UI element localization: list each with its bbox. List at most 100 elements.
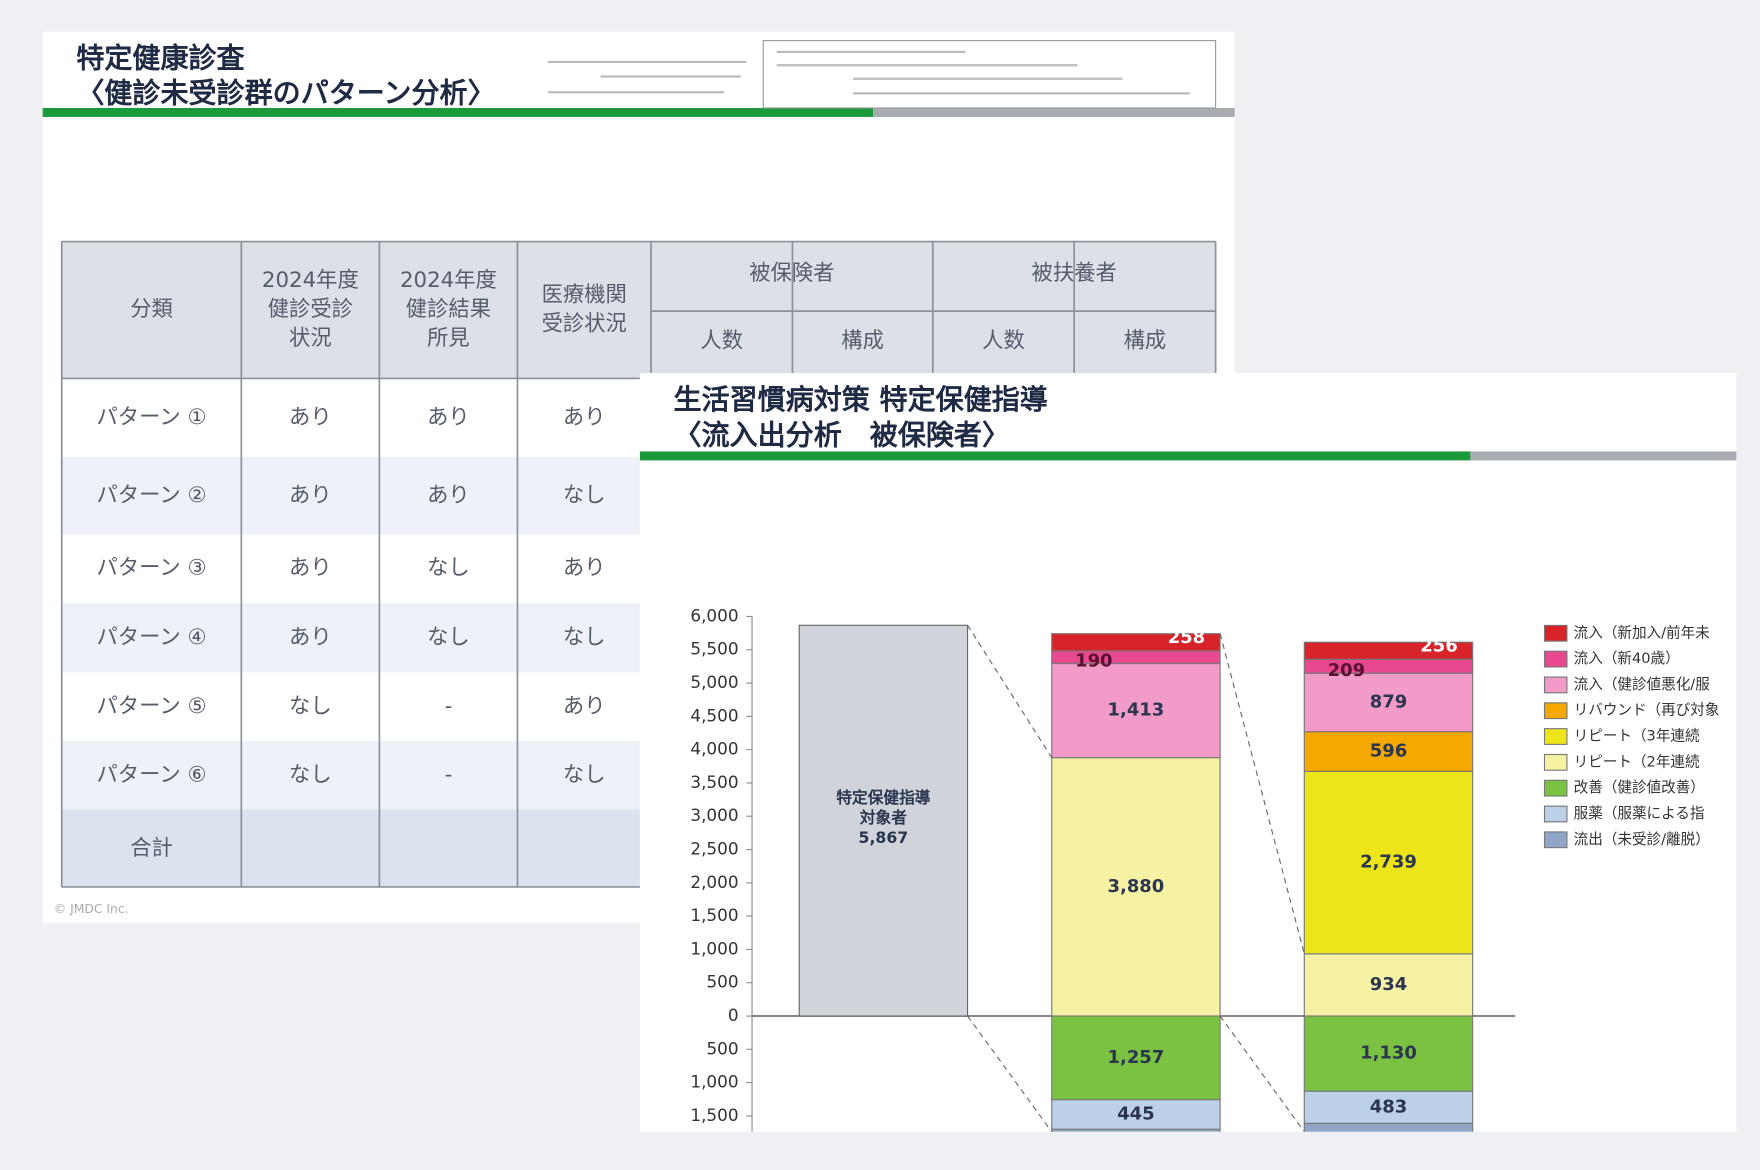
y-tick-label: 1,000 (690, 1072, 738, 1092)
data-label: 596 (1370, 741, 1407, 762)
legend-swatch (1543, 779, 1568, 797)
table-cell: なし (427, 625, 470, 650)
bar-segment (1051, 1099, 1221, 1130)
data-label: 1,257 (1108, 1047, 1165, 1068)
slide-title: 特定健康診査 (76, 42, 244, 75)
base-label: 対象者 (859, 808, 907, 827)
legend-label: 流入（新40歳） (1574, 650, 1680, 667)
chart-slide: 生活習慣病対策 特定保健指導 〈流入出分析 被保険者〉 6,000 5,500 5,… (639, 372, 1737, 1132)
y-tick-label: 2,500 (690, 839, 738, 859)
bar-segment (1303, 641, 1474, 660)
column-header: 健診受診 (268, 297, 353, 322)
column-header: 健診結果 (406, 297, 491, 322)
y-tick-label: 6,000 (690, 605, 738, 625)
y-tick-label: 500 (706, 1038, 738, 1058)
legend-label: リピート（2年連続 (1574, 753, 1700, 770)
legend-label: リピート（3年連続 (1574, 728, 1700, 745)
legend-swatch (1543, 676, 1568, 694)
legend-label: 流出（未受診/離脱） (1574, 830, 1710, 848)
table-cell: なし (289, 762, 332, 787)
y-tick-label: 1,500 (690, 905, 738, 925)
legend-label: 流入（新加入/前年未 (1574, 624, 1711, 641)
data-label: 190 (1075, 650, 1112, 671)
y-tick-label: 1,000 (690, 938, 738, 958)
bar-segment (1051, 1128, 1221, 1132)
data-label: 1,413 (1108, 700, 1165, 721)
title-rule (1470, 451, 1737, 461)
y-tick-label: 3,500 (690, 772, 738, 792)
y-tick-label: 2,000 (690, 872, 738, 892)
total-label: 合計 (130, 836, 173, 861)
data-label: 879 (1370, 691, 1407, 712)
row-label: パターン ⑤ (96, 694, 206, 719)
row-label: パターン ③ (96, 556, 206, 581)
connector (1219, 633, 1305, 954)
row-label: パターン ② (96, 483, 206, 508)
column-header: 2024年度 (262, 268, 359, 293)
legend-swatch (1543, 805, 1568, 823)
data-label: 258 (1168, 627, 1205, 648)
y-tick-label: 0 (728, 1005, 739, 1025)
column-group-header: 被保険者 (749, 261, 834, 286)
table-cell: - (445, 762, 453, 787)
legend-swatch (1543, 650, 1568, 668)
table-cell: あり (289, 625, 332, 650)
bar-segment (1303, 1015, 1474, 1092)
data-label: 934 (1370, 974, 1407, 995)
table-cell: あり (563, 556, 606, 581)
data-label: 445 (1117, 1104, 1154, 1125)
column-header: 医療機関 (542, 282, 627, 307)
slide-subtitle: 〈流入出分析 被保険者〉 (673, 419, 1010, 452)
table-cell: あり (289, 556, 332, 581)
footer: © JMDC Inc. (54, 902, 129, 916)
table-cell: あり (289, 483, 332, 508)
slide-subtitle: 〈健診未受診群のパターン分析〉 (76, 76, 495, 109)
y-tick-label: 3,000 (690, 805, 738, 825)
bar-segment (1303, 672, 1474, 733)
legend-swatch (1543, 728, 1568, 745)
bar-segment (1303, 1122, 1474, 1132)
header-background (61, 241, 1216, 379)
table-cell: あり (563, 694, 606, 719)
legend-label: リバウンド（再び対象 (1574, 702, 1720, 719)
column-subheader: 人数 (982, 328, 1025, 353)
column-header: 所見 (427, 326, 470, 351)
legend-swatch (1543, 702, 1568, 720)
legend-label: 流入（健診値悪化/服 (1574, 676, 1711, 693)
data-label: 3,880 (1108, 876, 1165, 897)
row-label: パターン ④ (96, 625, 206, 650)
title-rule (42, 107, 874, 117)
base-value-label: 5,867 (859, 828, 909, 847)
bar-segment (1051, 633, 1221, 652)
y-tick-label: 5,000 (690, 672, 738, 692)
table-cell: あり (563, 405, 606, 430)
column-header: 2024年度 (400, 268, 497, 293)
column-group-header: 被扶養者 (1032, 261, 1117, 286)
legend-swatch (1543, 753, 1568, 771)
notes-placeholder (547, 40, 1217, 109)
table-cell: なし (427, 556, 470, 581)
table-cell: あり (289, 405, 332, 430)
table-cell: あり (427, 483, 470, 508)
y-tick-label: 500 (706, 972, 738, 992)
legend-swatch (1543, 831, 1568, 849)
column-header: 状況 (289, 326, 332, 351)
legend-label: 服薬（服薬による指 (1574, 805, 1705, 822)
bar-segment (1303, 770, 1474, 955)
column-subheader: 人数 (700, 328, 743, 353)
table-cell: なし (289, 694, 332, 719)
table-cell: なし (563, 762, 606, 787)
row-label: パターン ① (96, 405, 206, 430)
bar-segment (1051, 757, 1221, 1017)
table-cell: なし (563, 625, 606, 650)
y-tick-label: 4,000 (690, 739, 738, 759)
data-label: 2,739 (1360, 852, 1417, 873)
row-label: パターン ⑥ (96, 762, 206, 787)
data-label: 483 (1370, 1096, 1407, 1117)
title-rule (873, 107, 1235, 117)
table-cell: あり (427, 405, 470, 430)
slide-title: 生活習慣病対策 特定保健指導 (673, 383, 1047, 416)
title-rule (639, 451, 1471, 461)
y-tick-label: 5,500 (690, 639, 738, 659)
